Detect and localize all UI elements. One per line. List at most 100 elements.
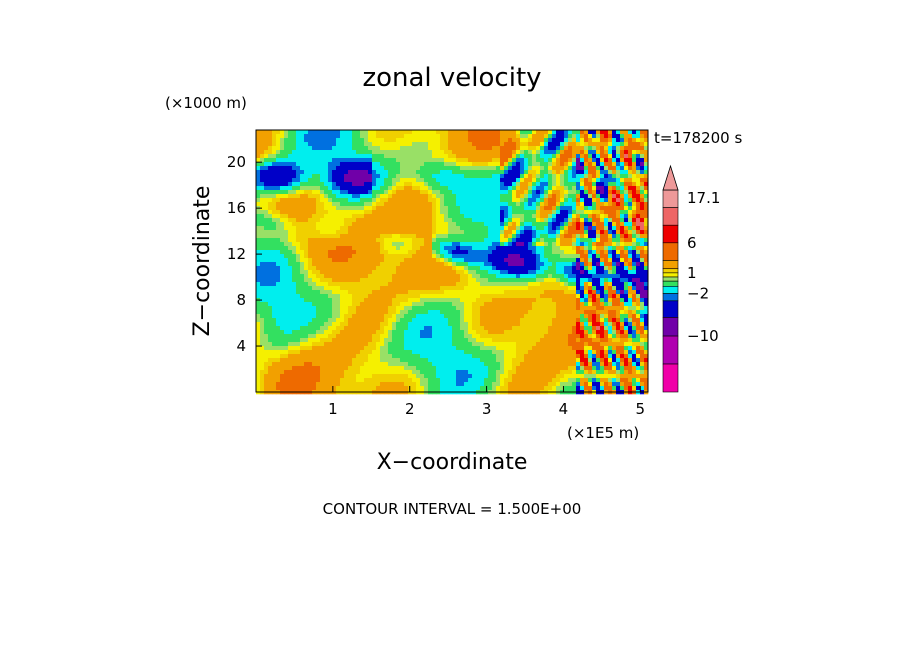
field-cell: [576, 150, 581, 155]
field-cell: [444, 262, 449, 267]
field-cell: [388, 310, 393, 315]
field-cell: [620, 162, 625, 167]
field-cell: [348, 282, 353, 287]
field-cell: [356, 306, 361, 311]
field-cell: [500, 206, 505, 211]
field-cell: [480, 246, 485, 251]
field-cell: [436, 130, 441, 135]
field-cell: [360, 138, 365, 143]
field-cell: [420, 230, 425, 235]
field-cell: [404, 322, 409, 327]
field-cell: [548, 322, 553, 327]
field-cell: [544, 174, 549, 179]
field-cell: [636, 274, 641, 279]
field-cell: [316, 246, 321, 251]
field-cell: [480, 242, 485, 247]
field-cell: [324, 278, 329, 283]
field-cell: [268, 262, 273, 267]
field-cell: [560, 262, 565, 267]
field-cell: [368, 294, 373, 299]
field-cell: [556, 146, 561, 151]
field-cell: [528, 182, 533, 187]
field-cell: [516, 306, 521, 311]
field-cell: [416, 134, 421, 139]
field-cell: [456, 210, 461, 215]
field-cell: [360, 286, 365, 291]
field-cell: [400, 170, 405, 175]
field-cell: [276, 158, 281, 163]
field-cell: [524, 246, 529, 251]
field-cell: [276, 178, 281, 183]
field-cell: [616, 222, 621, 227]
field-cell: [440, 286, 445, 291]
field-cell: [500, 262, 505, 267]
field-cell: [524, 190, 529, 195]
field-cell: [508, 310, 513, 315]
field-cell: [460, 202, 465, 207]
field-cell: [496, 150, 501, 155]
field-cell: [612, 134, 617, 139]
field-cell: [256, 222, 261, 227]
field-cell: [380, 218, 385, 223]
field-cell: [628, 170, 633, 175]
field-cell: [304, 290, 309, 295]
field-cell: [632, 258, 637, 263]
field-cell: [408, 222, 413, 227]
field-cell: [352, 322, 357, 327]
field-cell: [432, 150, 437, 155]
field-cell: [308, 294, 313, 299]
field-cell: [508, 306, 513, 311]
field-cell: [336, 142, 341, 147]
field-cell: [620, 310, 625, 315]
field-cell: [464, 154, 469, 159]
field-cell: [476, 178, 481, 183]
field-cell: [640, 154, 645, 159]
field-cell: [316, 150, 321, 155]
field-cell: [524, 170, 529, 175]
field-cell: [432, 222, 437, 227]
field-cell: [544, 202, 549, 207]
field-cell: [628, 278, 633, 283]
field-cell: [448, 130, 453, 135]
field-cell: [356, 314, 361, 319]
field-cell: [324, 174, 329, 179]
field-cell: [384, 174, 389, 179]
field-cell: [424, 170, 429, 175]
field-cell: [256, 270, 261, 275]
field-cell: [528, 138, 533, 143]
field-cell: [520, 222, 525, 227]
field-cell: [288, 238, 293, 243]
field-cell: [452, 142, 457, 147]
field-cell: [368, 162, 373, 167]
field-cell: [304, 298, 309, 303]
field-cell: [288, 166, 293, 171]
field-cell: [620, 178, 625, 183]
field-cell: [404, 202, 409, 207]
field-cell: [540, 318, 545, 323]
field-cell: [296, 198, 301, 203]
field-cell: [376, 270, 381, 275]
field-cell: [428, 290, 433, 295]
field-cell: [408, 206, 413, 211]
field-cell: [436, 234, 441, 239]
field-cell: [364, 258, 369, 263]
plot-area: [255, 129, 649, 395]
field-cell: [580, 130, 585, 135]
field-cell: [352, 134, 357, 139]
field-cell: [380, 314, 385, 319]
field-cell: [420, 302, 425, 307]
field-cell: [612, 326, 617, 331]
field-cell: [316, 202, 321, 207]
field-cell: [404, 266, 409, 271]
field-cell: [620, 326, 625, 331]
field-cell: [552, 138, 557, 143]
field-cell: [280, 306, 285, 311]
field-cell: [484, 290, 489, 295]
field-cell: [640, 230, 645, 235]
field-cell: [580, 246, 585, 251]
field-cell: [628, 306, 633, 311]
field-cell: [480, 226, 485, 231]
field-cell: [508, 174, 513, 179]
field-cell: [288, 198, 293, 203]
field-cell: [276, 330, 281, 335]
